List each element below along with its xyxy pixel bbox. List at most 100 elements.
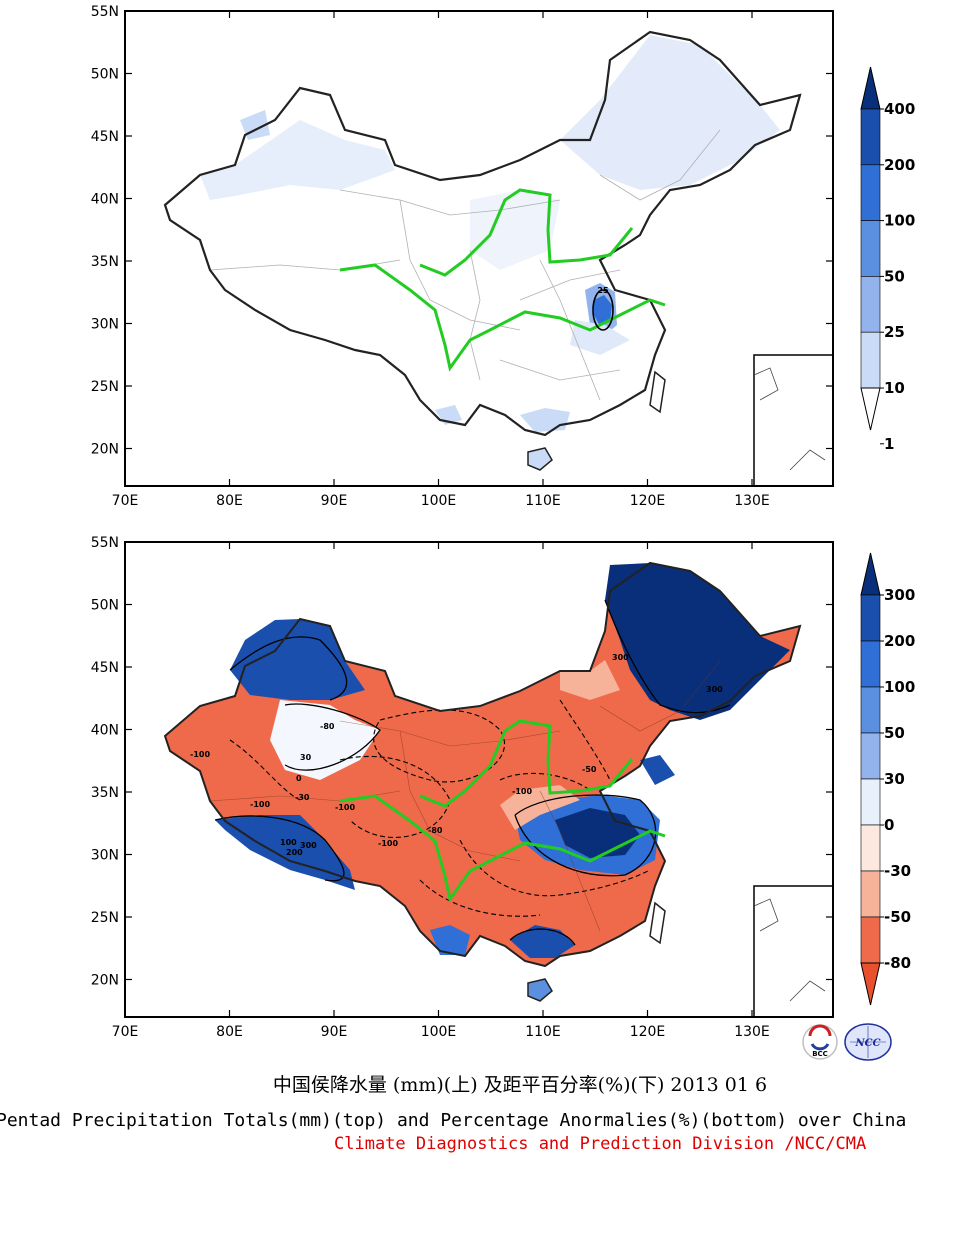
lon-tick-label: 100E	[421, 493, 457, 509]
colorbar-top-arrow	[860, 552, 881, 596]
figure-title-english: Pentad Precipitation Totals(mm)(top) and…	[0, 1110, 907, 1131]
contour-label: -80	[320, 722, 335, 731]
bottom-map-frame	[124, 541, 834, 1018]
bottom-south-china-sea-inset	[753, 885, 833, 1017]
lon-tick-label: 130E	[734, 1024, 770, 1040]
lat-tick-label: 55N	[91, 4, 119, 20]
bottom-tibet-wet	[215, 815, 355, 890]
colorbar-label: -30	[884, 862, 911, 880]
bottom-inner-mongolia-fringe	[560, 660, 620, 700]
lat-tick-label: 35N	[91, 785, 119, 801]
colorbar-segment	[860, 686, 881, 734]
top-inset-islands	[789, 449, 826, 471]
colorbar-top-arrow	[860, 66, 881, 110]
bottom-yellow-river	[419, 719, 634, 808]
lon-tick-label: 110E	[525, 493, 561, 509]
colorbar-segment	[860, 916, 881, 964]
lon-tick-label: 90E	[321, 1024, 348, 1040]
lat-tick-label: 45N	[91, 660, 119, 676]
lon-tick-label: 70E	[112, 1024, 139, 1040]
colorbar-segment	[860, 778, 881, 826]
bottom-yangtze-river	[339, 794, 666, 903]
lon-tick-label: 120E	[630, 493, 666, 509]
ncc-logo-text: NCC	[854, 1038, 880, 1049]
colorbar-label: 10	[884, 379, 905, 397]
bottom-northeast-wet	[605, 563, 790, 720]
bottom-taiwan	[649, 901, 666, 945]
lon-tick-label: 110E	[525, 1024, 561, 1040]
bottom-axis-ticks: 55N 50N 45N 40N 35N 30N 25N 20N 70E 80E 90E 100E 110…	[91, 535, 833, 1040]
top-shade-central	[470, 190, 560, 270]
lon-tick-label: 80E	[216, 493, 243, 509]
contour-label: -100	[335, 803, 355, 812]
colorbar-label: -50	[884, 908, 911, 926]
bottom-yunnan-wet	[430, 925, 470, 955]
contour-label: 0	[296, 774, 302, 783]
bottom-contour-labels: -100 -100 -100 -100 -80 -80 -50 -30 0 30…	[190, 653, 723, 857]
bottom-tarim-neutral	[270, 700, 380, 780]
colorbar-label: 0	[884, 816, 894, 834]
contour-label: 30	[300, 753, 312, 762]
figure-title-chinese: 中国侯降水量 (mm)(上) 及距平百分率(%)(下) 2013 01 6	[272, 1074, 768, 1096]
colorbar-segment	[860, 732, 881, 780]
lon-tick-label: 120E	[630, 1024, 666, 1040]
lat-tick-label: 25N	[91, 910, 119, 926]
lat-tick-label: 40N	[91, 192, 119, 208]
lat-tick-label: 30N	[91, 317, 119, 333]
colorbar-segment	[860, 108, 881, 166]
colorbar-segment	[860, 220, 881, 277]
lat-tick-label: 45N	[91, 129, 119, 145]
lat-tick-label: 35N	[91, 254, 119, 270]
lon-tick-label: 100E	[421, 1024, 457, 1040]
contour-label: 300	[706, 685, 723, 694]
contour-label: 300	[300, 841, 317, 850]
colorbar-segment	[860, 870, 881, 918]
bottom-map: -100 -100 -100 -100 -80 -80 -50 -30 0 30…	[91, 535, 834, 1040]
lat-tick-label: 30N	[91, 848, 119, 864]
colorbar-segment	[860, 824, 881, 872]
colorbar-label: 50	[884, 267, 905, 285]
contour-label: -30	[295, 793, 310, 802]
contour-label: -100	[190, 750, 210, 759]
bottom-north-xinjiang-wet	[230, 619, 365, 700]
contour-label: 300	[612, 653, 629, 662]
bottom-solid-contours	[214, 599, 731, 946]
contour-label: 100	[280, 838, 297, 847]
bottom-inset-coast	[753, 898, 779, 932]
ncc-logo: NCC	[844, 1023, 892, 1061]
top-map: 25 55N 50N 45N 40N 35N 30N 25N 20N 70E 80E 90E 100E…	[91, 4, 834, 509]
colorbar-label: 400	[884, 100, 915, 118]
bcc-logo-text: BCC	[812, 1050, 828, 1058]
bottom-inset-islands	[789, 980, 826, 1002]
top-shade-northeast	[560, 35, 780, 190]
contour-label: 200	[286, 848, 303, 857]
lon-tick-label: 80E	[216, 1024, 243, 1040]
lat-tick-label: 50N	[91, 67, 119, 83]
colorbar-label: 200	[884, 632, 915, 650]
contour-label: -100	[378, 839, 398, 848]
lat-tick-label: 20N	[91, 973, 119, 989]
top-contour-label: 25	[597, 286, 609, 295]
top-yellow-river	[419, 188, 634, 277]
top-contour-25	[592, 289, 614, 331]
colorbar-segment	[860, 331, 881, 389]
top-axis-ticks: 55N 50N 45N 40N 35N 30N 25N 20N 70E 80E 90E 100E 110…	[91, 4, 833, 509]
colorbar-label: 50	[884, 724, 905, 742]
colorbar-segment	[860, 640, 881, 688]
colorbar-label: 300	[884, 586, 915, 604]
top-south-china-sea-inset	[753, 354, 833, 486]
colorbar-label: 100	[884, 212, 915, 230]
colorbar-label: 200	[884, 156, 915, 174]
lon-tick-label: 130E	[734, 493, 770, 509]
top-map-frame	[124, 10, 834, 487]
colorbar-label: 30	[884, 770, 905, 788]
colorbar-segment	[860, 164, 881, 221]
top-inset-coast	[753, 367, 779, 401]
colorbar-label: 25	[884, 323, 905, 341]
colorbar-segment	[860, 594, 881, 642]
top-yangtze-river	[339, 263, 666, 372]
top-shade-northwest	[200, 120, 395, 200]
contour-label: -50	[582, 765, 597, 774]
lat-tick-label: 55N	[91, 535, 119, 551]
